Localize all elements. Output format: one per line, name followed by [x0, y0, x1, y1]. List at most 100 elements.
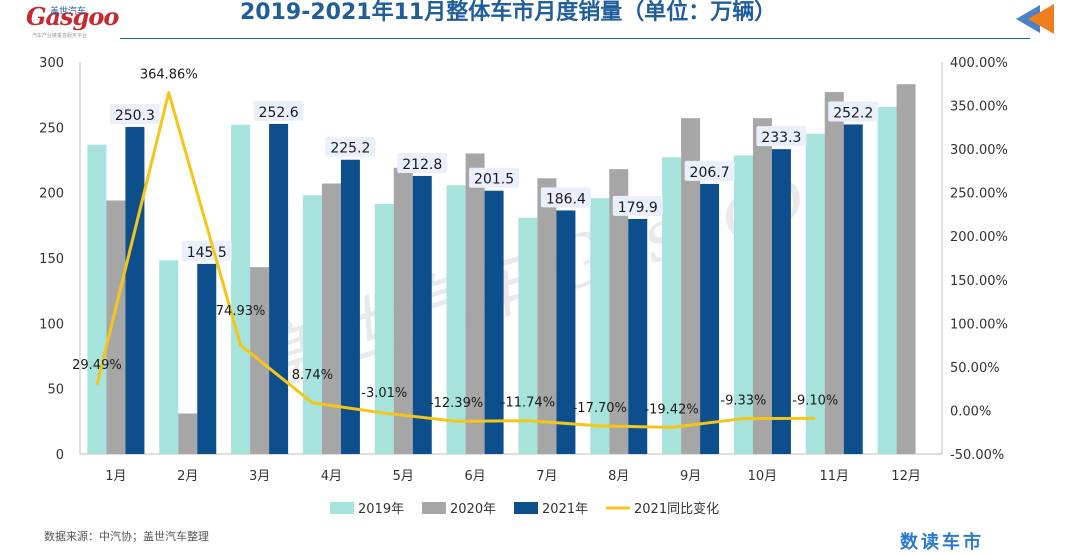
y-left-tick-label: 0: [56, 448, 64, 463]
bar-label-bg: [756, 126, 807, 147]
bar-value-label: 145.5: [187, 245, 227, 261]
bar-value-label: 186.4: [546, 191, 586, 207]
y-left-tick-label: 300: [39, 56, 64, 71]
data-source-note: 数据来源：中汽协；盖世汽车整理: [44, 530, 209, 543]
legend-label: 2021同比变化: [634, 501, 719, 517]
x-tick-label: 9月: [680, 469, 701, 484]
gasgoo-logo: Gasgoo 盖世汽车 汽车产业链垂直服务平台: [12, 2, 122, 39]
yoy-value-label: -9.33%: [720, 394, 766, 409]
x-tick-label: 12月: [891, 469, 921, 484]
bar-value-label: 201.5: [474, 172, 514, 188]
bar-2020年-4月: [321, 183, 341, 454]
bar-2020年-10月: [752, 118, 772, 454]
logo-text: Gasgoo: [26, 2, 119, 31]
bar-2020年-11月: [824, 92, 844, 454]
bar-2019年-1月: [87, 144, 107, 454]
x-tick-label: 2月: [177, 469, 198, 484]
bar-2020年-7月: [537, 178, 557, 454]
brand-mark: 数读车市: [900, 532, 984, 553]
bar-2020年-8月: [609, 169, 629, 454]
legend-swatch: [422, 502, 446, 514]
x-tick-label: 5月: [393, 469, 414, 484]
y-left-tick-label: 150: [39, 252, 64, 267]
bar-2020年-1月: [106, 200, 126, 454]
y-right-tick-label: 250.00%: [950, 187, 1008, 202]
y-right-tick-label: 150.00%: [950, 274, 1008, 289]
x-tick-label: 8月: [608, 469, 629, 484]
x-tick-label: 10月: [748, 469, 778, 484]
bar-label-bg: [612, 195, 663, 216]
y-right-tick-label: 300.00%: [950, 143, 1008, 158]
legend-swatch: [514, 502, 538, 514]
bar-2021年-2月: [197, 263, 217, 454]
yoy-value-label: 74.93%: [216, 304, 266, 319]
bar-label-bg: [540, 187, 591, 208]
bar-value-label: 212.8: [402, 157, 442, 173]
bar-2021年-10月: [771, 149, 791, 454]
chart-title: 2019-2021年11月整体车市月度销量（单位：万辆）: [240, 0, 777, 25]
yoy-value-label: 29.49%: [72, 358, 122, 373]
bar-label-bg: [325, 136, 376, 157]
bar-2021年-7月: [556, 210, 576, 454]
yoy-value-label: -9.10%: [792, 393, 838, 408]
bar-value-label: 250.3: [115, 108, 155, 124]
bar-value-label: 225.2: [330, 141, 370, 157]
title-divider: [120, 38, 1030, 39]
x-tick-label: 7月: [536, 469, 557, 484]
y-left-tick-label: 100: [39, 317, 64, 332]
y-left-tick-label: 50: [47, 383, 64, 398]
bar-2021年-8月: [628, 218, 648, 454]
legend-label: 2021年: [542, 502, 588, 517]
bar-2019年-12月: [877, 106, 897, 454]
bar-2020年-12月: [896, 84, 916, 455]
yoy-value-label: -3.01%: [361, 386, 407, 401]
x-tick-label: 6月: [464, 469, 485, 484]
y-right-tick-label: 50.00%: [950, 361, 1000, 376]
y-right-tick-label: 350.00%: [950, 100, 1008, 115]
y-right-tick-label: -50.00%: [950, 448, 1004, 463]
bar-value-label: 179.9: [618, 200, 658, 216]
bar-2019年-4月: [302, 195, 322, 454]
x-tick-label: 4月: [321, 469, 342, 484]
bar-value-label: 206.7: [690, 165, 730, 181]
bar-value-label: 233.3: [761, 130, 801, 146]
bar-value-label: 252.6: [259, 105, 299, 121]
bar-label-bg: [469, 167, 520, 188]
bar-2019年-3月: [231, 124, 251, 454]
bar-2020年-5月: [393, 167, 413, 454]
bar-2019年-11月: [805, 133, 825, 454]
y-right-tick-label: 400.00%: [950, 56, 1008, 71]
bar-label-bg: [684, 160, 735, 181]
yoy-value-label: 8.74%: [292, 368, 333, 383]
bar-label-bg: [828, 101, 879, 122]
legend-label: 2020年: [450, 502, 496, 517]
bar-2019年-9月: [662, 157, 682, 455]
y-left-tick-label: 200: [39, 187, 64, 202]
bar-2020年-6月: [465, 153, 485, 454]
bar-2019年-5月: [374, 204, 394, 454]
bar-2021年-6月: [484, 190, 504, 454]
yoy-value-label: -19.42%: [644, 402, 698, 417]
x-tick-label: 3月: [249, 469, 270, 484]
bar-label-bg: [109, 103, 160, 124]
logo-tagline: 汽车产业链垂直服务平台: [32, 33, 88, 39]
bar-label-bg: [253, 100, 304, 121]
y-left-tick-label: 250: [39, 121, 64, 136]
bar-2020年-2月: [178, 413, 198, 454]
yoy-line: [95, 91, 816, 429]
bar-2019年-8月: [590, 198, 610, 454]
legend-label: 2019年: [358, 502, 404, 517]
nav-arrow-icon: [1016, 4, 1054, 34]
bar-2019年-6月: [446, 185, 466, 454]
bar-label-bg: [181, 240, 232, 261]
yoy-value-label: -11.74%: [501, 396, 555, 411]
legend-swatch: [330, 502, 354, 514]
y-right-tick-label: 100.00%: [950, 317, 1008, 332]
bar-label-bg: [397, 152, 448, 173]
bar-2021年-4月: [340, 159, 360, 455]
bar-2020年-9月: [681, 118, 701, 454]
x-tick-label: 1月: [105, 469, 126, 484]
bar-2019年-7月: [518, 217, 538, 454]
arrow-orange-shape: [1028, 4, 1054, 34]
